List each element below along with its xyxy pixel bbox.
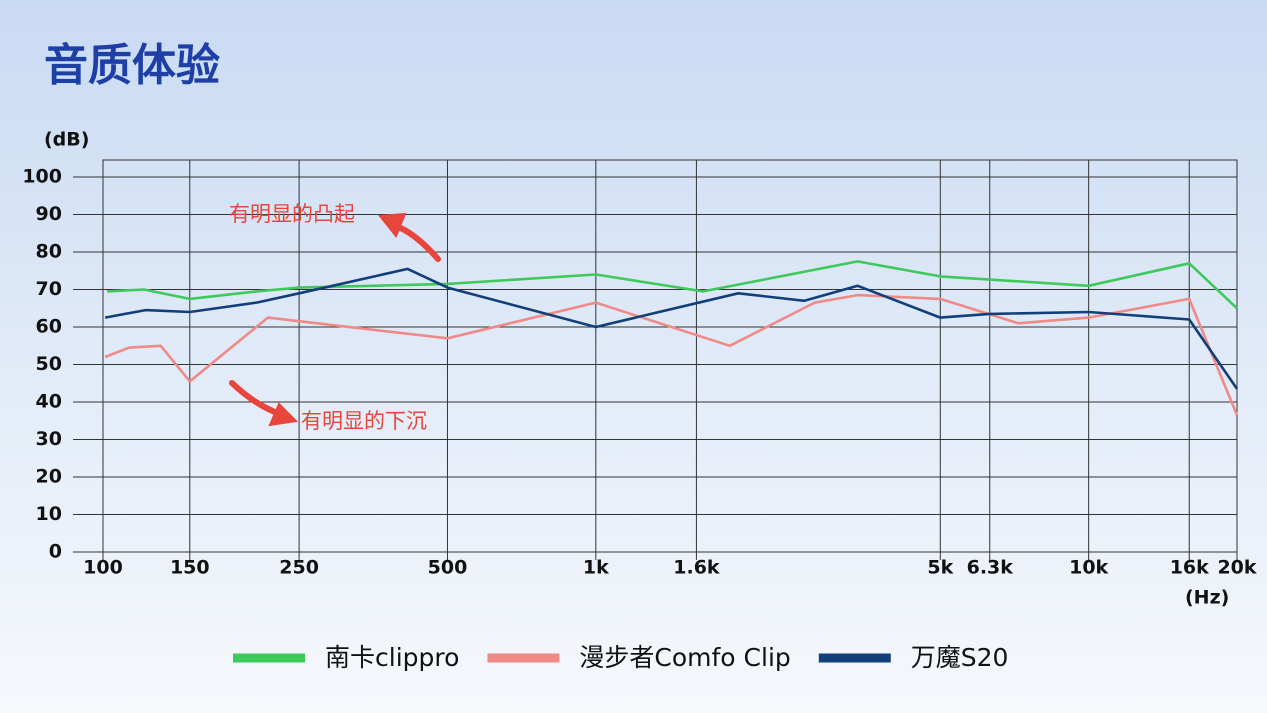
y-tick-label: 90 [36,203,62,225]
x-tick-label: 10k [1069,557,1108,579]
x-tick-label: 100 [83,557,123,579]
x-tick-label: 5k [927,557,953,579]
legend-label: 漫步者Comfo Clip [579,643,790,672]
x-tick-label: 16k [1170,557,1209,579]
y-tick-label: 80 [36,241,62,263]
y-tick-label: 50 [36,353,62,375]
y-tick-label: 30 [36,428,62,450]
y-tick-label: 20 [36,466,62,488]
y-tick-label: 70 [36,278,62,300]
series-line [104,267,1239,390]
series-line [107,260,1238,310]
series-line [104,293,1239,416]
annotation-arrow [229,380,299,427]
y-axis-label: (dB) [44,129,89,151]
y-tick-label: 10 [36,503,62,525]
annotation: 有明显的凸起 [229,202,355,226]
annotation-arrow [378,212,441,262]
plot-area: 0 10 20 30 40 50 60 70 80 90 100 100 150 250 500 1k 1.6k… [22,159,1257,579]
y-tick-label: 0 [49,541,62,563]
x-tick-label: 1k [583,557,609,579]
legend-label: 南卡clippro [325,643,459,672]
legend-label: 万魔S20 [911,643,1009,672]
y-tick-label: 60 [36,316,62,338]
y-tick-label: 40 [36,391,62,413]
x-axis-label: (Hz) [1185,587,1229,609]
annotation: 有明显的下沉 [301,409,427,433]
x-tick-label: 250 [279,557,319,579]
x-tick-label: 20k [1217,557,1256,579]
x-tick-label: 1.6k [673,557,720,579]
chart-title: 音质体验 [44,40,220,91]
x-tick-label: 6.3k [967,557,1014,579]
x-tick-label: 500 [428,557,468,579]
y-tick-label: 100 [22,166,62,188]
x-tick-label: 150 [170,557,210,579]
